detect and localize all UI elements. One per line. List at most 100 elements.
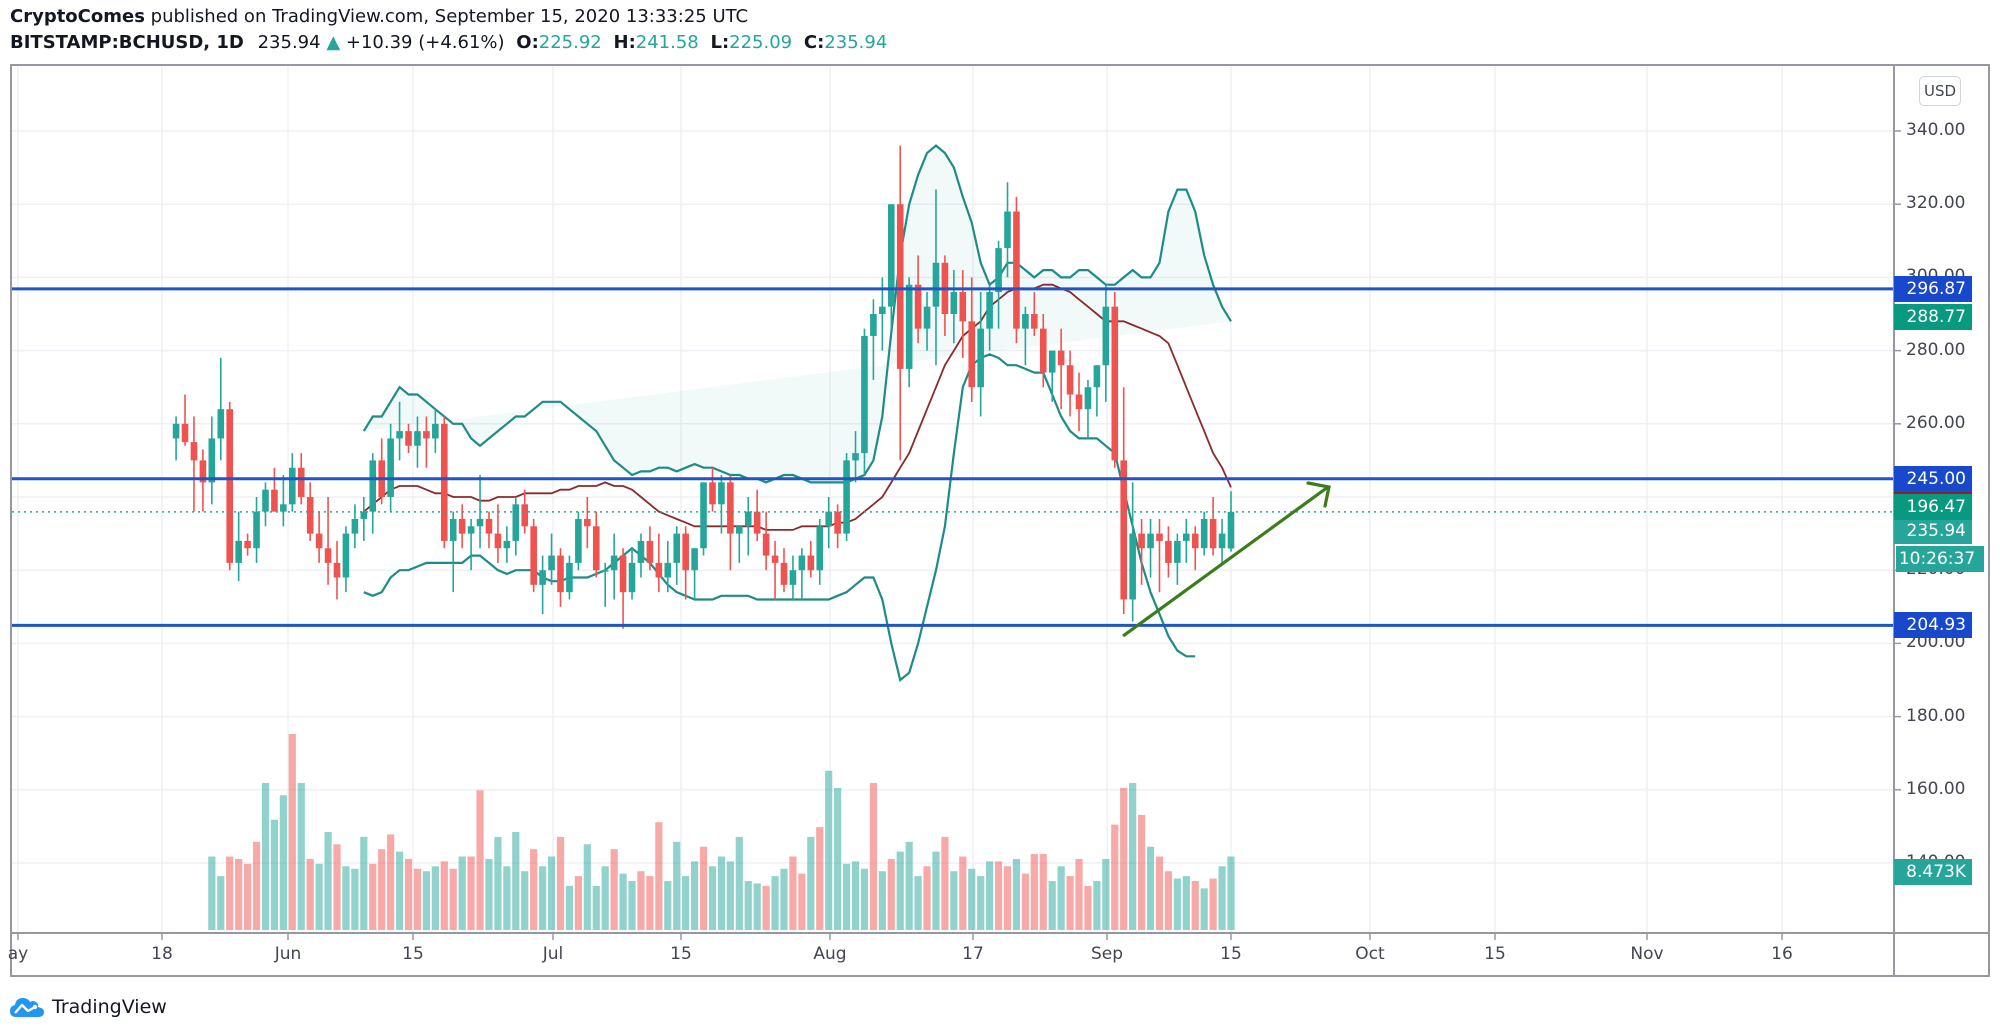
- price-tick-label: 320.00: [1906, 193, 1966, 214]
- volume-bar: [717, 856, 726, 930]
- candle: [861, 335, 868, 454]
- candle: [816, 526, 824, 571]
- candle: [1004, 211, 1011, 249]
- candle: [744, 511, 752, 527]
- price-tag: 204.93: [1894, 612, 1972, 639]
- candle: [1165, 540, 1172, 563]
- volume-bar: [1039, 854, 1047, 930]
- volume-bar: [1164, 871, 1173, 930]
- candle: [762, 533, 770, 556]
- candle: [566, 562, 573, 593]
- price-tag: 296.87: [1894, 275, 1972, 302]
- candle: [995, 248, 1002, 293]
- chart-frame: [10, 64, 1990, 977]
- candle: [780, 562, 788, 585]
- volume-bar: [467, 856, 475, 930]
- volume-bar: [807, 836, 815, 930]
- price-tag: 10:26:37: [1896, 545, 1984, 572]
- plot-area[interactable]: [12, 66, 1893, 932]
- volume-bar: [977, 876, 985, 930]
- candle: [798, 555, 806, 571]
- candle: [217, 409, 225, 439]
- candle: [914, 284, 922, 329]
- volume-bar: [1146, 846, 1155, 930]
- candle: [584, 518, 591, 527]
- candle: [530, 526, 537, 585]
- candle: [932, 262, 940, 307]
- candle: [226, 409, 234, 563]
- volume-bar: [744, 881, 752, 930]
- brand-name: TradingView: [52, 996, 167, 1018]
- volume-bar: [324, 832, 332, 930]
- candle: [1183, 533, 1190, 541]
- volume-bar: [968, 868, 976, 930]
- candle: [1209, 518, 1217, 549]
- candle: [1057, 350, 1065, 366]
- candle: [333, 562, 341, 578]
- candle: [405, 431, 412, 446]
- candle: [208, 438, 216, 483]
- volume-bar: [476, 790, 484, 930]
- volume-bar: [565, 885, 574, 930]
- candle: [521, 504, 529, 527]
- volume-bar: [458, 856, 466, 930]
- volume-bar: [825, 770, 833, 930]
- volume-bar: [592, 885, 600, 930]
- candle: [646, 540, 654, 563]
- candle: [423, 431, 430, 439]
- volume-bar: [816, 827, 824, 930]
- volume-bar: [369, 863, 377, 930]
- author-name[interactable]: CryptoComes: [10, 6, 145, 27]
- last-price: 235.94: [257, 32, 321, 53]
- volume-bar: [539, 866, 547, 930]
- close-label: C:: [803, 32, 825, 53]
- open-value: 225.92: [538, 32, 602, 53]
- candle: [1156, 533, 1163, 541]
- candle: [494, 533, 502, 549]
- currency-button[interactable]: USD: [1919, 76, 1961, 106]
- volume-bar: [994, 861, 1003, 930]
- candle: [253, 511, 260, 549]
- candle: [1066, 365, 1074, 395]
- candle: [1129, 533, 1136, 600]
- volume-bar: [1111, 824, 1119, 930]
- trend-arrow[interactable]: [1122, 485, 1329, 638]
- volume-bar: [1191, 881, 1199, 930]
- price-tag: 235.94: [1894, 517, 1972, 544]
- time-tick-label: Sep: [1090, 944, 1124, 964]
- time-tick-label: Jul: [542, 944, 564, 964]
- volume-bar: [780, 868, 788, 930]
- low-label: L:: [710, 32, 730, 53]
- volume-bar: [252, 841, 261, 930]
- candle: [825, 511, 832, 527]
- time-tick-label: Jun: [274, 944, 302, 964]
- candle: [1093, 365, 1101, 388]
- volume-bar: [771, 876, 779, 930]
- volume-bar: [646, 876, 654, 930]
- close-value: 235.94: [824, 32, 888, 53]
- candle: [467, 526, 475, 534]
- candle: [843, 460, 850, 534]
- volume-bar: [306, 858, 314, 930]
- volume-bar: [834, 787, 842, 930]
- tradingview-footer[interactable]: TradingView: [10, 992, 167, 1022]
- candle: [896, 204, 904, 369]
- candle: [1174, 540, 1181, 563]
- volume-bar: [583, 844, 591, 930]
- volume-bar: [878, 871, 886, 930]
- candle: [557, 555, 564, 593]
- candle: [458, 518, 466, 534]
- volume-bar: [244, 863, 252, 930]
- candle: [503, 540, 511, 549]
- volume-bar: [1048, 881, 1056, 930]
- volume-bar: [1021, 873, 1029, 930]
- candle: [789, 570, 797, 585]
- volume-bar: [691, 861, 699, 930]
- volume-bar: [628, 881, 636, 930]
- candle: [306, 497, 314, 534]
- volume-bar: [923, 866, 931, 930]
- candle: [682, 533, 689, 571]
- candle: [1048, 350, 1056, 373]
- volume-bar: [1057, 866, 1065, 930]
